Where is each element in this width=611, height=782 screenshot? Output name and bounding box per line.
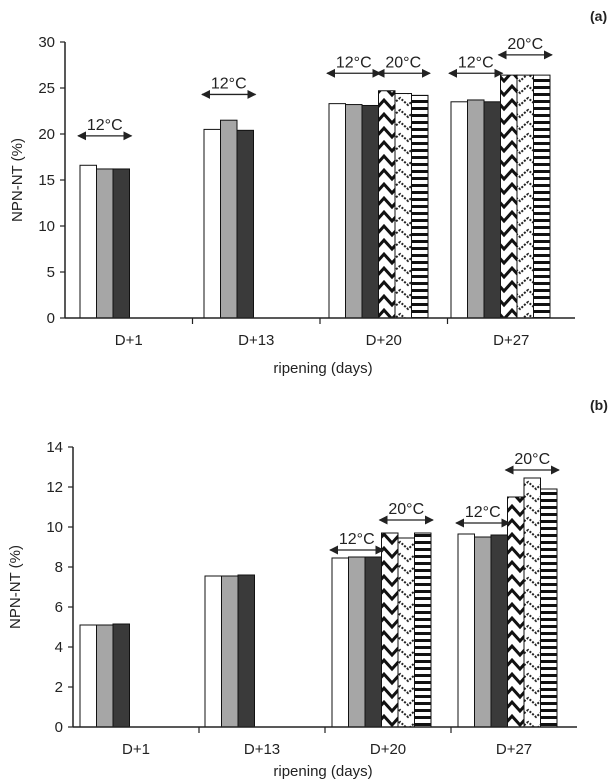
panel-b-annotations: 12°C 20°C 12°C 20°C [329, 451, 560, 555]
bar-horizontal-stripes-dplus27 [533, 74, 551, 319]
y-tick-label: 15 [38, 172, 55, 189]
x-tick-label: D+1 [122, 741, 150, 758]
bar-chevron-heavy-dplus27 [507, 496, 525, 728]
bar-gray-dplus1 [96, 168, 114, 319]
bar-dark-dplus13 [236, 129, 254, 319]
y-tick-label: 0 [47, 310, 55, 327]
bar-dark-dplus20 [361, 104, 379, 319]
panel-b-bars [79, 477, 558, 728]
y-tick-label: 14 [46, 439, 63, 456]
panel-b-y-ticks: 0 2 4 6 8 10 12 14 [46, 439, 73, 736]
bar-gray-dplus20 [345, 104, 363, 319]
y-tick-label: 30 [38, 34, 55, 51]
temperature-label: 20°C [514, 451, 550, 468]
bar-dark-dplus1 [112, 168, 130, 319]
bar-horizontal-stripes-dplus20 [414, 532, 432, 728]
bar-gray-dplus13 [221, 575, 239, 728]
x-tick-label: D+27 [493, 332, 529, 349]
bar-gray-dplus27 [474, 536, 492, 728]
panel-b-label: (b) [590, 397, 608, 413]
y-tick-label: 2 [55, 679, 63, 696]
panel-a-bars [79, 74, 551, 319]
y-tick-label: 25 [38, 80, 55, 97]
temperature-label: 12°C [339, 531, 375, 548]
temperature-label: 12°C [211, 75, 247, 92]
panel-a-x-axis-title: ripening (days) [273, 360, 372, 377]
panel-a-annotations: 12°C 12°C 12°C 20°C 12°C 20°C [77, 36, 553, 141]
panel-a-label: (a) [590, 8, 607, 24]
panel-a: (a) 12°C 12°C 12°C 20°C 12°C 20°C 0 5 10 15 20 25 3… [9, 8, 607, 377]
panel-b-x-ticks: D+1 D+13 D+20 D+27 [122, 727, 532, 758]
bar-chevron-heavy-dplus20 [381, 532, 399, 728]
bar-white-dplus13 [204, 575, 222, 728]
bar-white-dplus1 [79, 624, 97, 728]
temperature-label: 20°C [385, 54, 421, 71]
bar-chevron-light-dplus27 [523, 477, 541, 728]
x-tick-label: D+13 [238, 332, 274, 349]
x-tick-label: D+27 [496, 741, 532, 758]
x-tick-label: D+13 [244, 741, 280, 758]
y-tick-label: 12 [46, 479, 63, 496]
panel-b-x-axis-title: ripening (days) [273, 763, 372, 780]
panel-b-y-axis-title: NPN-NT (%) [7, 545, 24, 629]
y-tick-label: 0 [55, 719, 63, 736]
bar-white-dplus13 [203, 128, 221, 319]
temperature-label: 20°C [507, 36, 543, 53]
bar-chevron-heavy-dplus20 [378, 90, 396, 319]
bar-gray-dplus27 [467, 99, 485, 319]
bar-white-dplus20 [328, 103, 346, 319]
bar-horizontal-stripes-dplus20 [411, 94, 429, 319]
bar-chevron-heavy-dplus27 [500, 74, 518, 319]
y-tick-label: 8 [55, 559, 63, 576]
bar-dark-dplus20 [364, 556, 382, 728]
bar-chevron-light-dplus20 [397, 537, 415, 728]
bar-dark-dplus27 [483, 101, 501, 319]
panel-b: (b) 12°C 20°C 12°C 20°C 0 2 4 6 8 10 12 14 D+1 D+13… [7, 397, 608, 780]
x-tick-label: D+1 [115, 332, 143, 349]
bar-dark-dplus1 [112, 623, 130, 728]
panel-a-y-ticks: 0 5 10 15 20 25 30 [38, 34, 65, 327]
temperature-label: 20°C [388, 501, 424, 518]
bar-horizontal-stripes-dplus27 [540, 488, 558, 728]
bar-dark-dplus27 [490, 534, 508, 728]
bar-gray-dplus1 [96, 624, 114, 728]
bar-chevron-light-dplus27 [516, 74, 534, 319]
y-tick-label: 5 [47, 264, 55, 281]
y-tick-label: 4 [55, 639, 63, 656]
bar-white-dplus27 [457, 533, 475, 728]
x-tick-label: D+20 [370, 741, 406, 758]
temperature-label: 12°C [465, 504, 501, 521]
bar-dark-dplus13 [237, 574, 255, 728]
bar-gray-dplus20 [348, 556, 366, 728]
bar-white-dplus20 [331, 557, 349, 728]
bar-white-dplus1 [79, 164, 97, 319]
y-tick-label: 10 [38, 218, 55, 235]
panel-a-y-axis-title: NPN-NT (%) [9, 138, 26, 222]
y-tick-label: 10 [46, 519, 63, 536]
panel-a-x-ticks: D+1 D+13 D+20 D+27 [115, 318, 529, 349]
y-tick-label: 20 [38, 126, 55, 143]
temperature-label: 12°C [458, 54, 494, 71]
temperature-label: 12°C [336, 54, 372, 71]
bar-gray-dplus13 [220, 119, 238, 319]
y-tick-label: 6 [55, 599, 63, 616]
x-tick-label: D+20 [366, 332, 402, 349]
bar-white-dplus27 [450, 101, 468, 319]
bar-chevron-light-dplus20 [394, 93, 412, 319]
temperature-label: 12°C [87, 117, 123, 134]
